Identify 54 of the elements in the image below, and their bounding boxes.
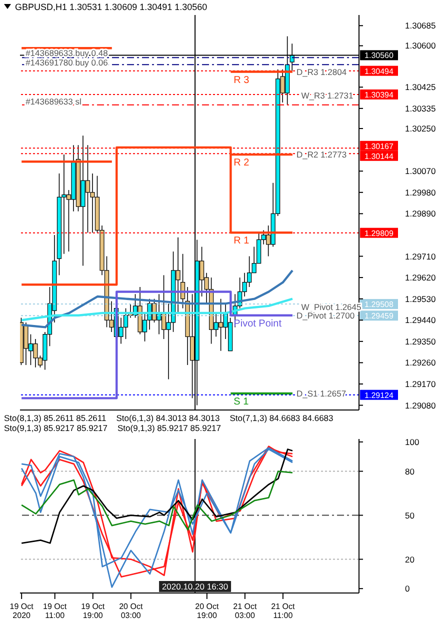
y-tick-label: 1.30600 bbox=[405, 40, 436, 51]
y-tick-label: 1.29170 bbox=[405, 378, 436, 389]
ref-line-label: 1.30494 bbox=[364, 66, 394, 76]
series-label: S 1 bbox=[234, 396, 250, 408]
x-tick-label: 21 Oct 11:00 bbox=[271, 602, 296, 620]
annotation: D_R3 1.2804 bbox=[296, 66, 347, 77]
ref-line-label: 1.29508 bbox=[364, 300, 394, 310]
text: Sto(8,1,3) 85.2611 85.2611 bbox=[4, 413, 106, 423]
y-tick-label: 0 bbox=[405, 584, 410, 594]
ref-line-label: 1.29459 bbox=[364, 312, 394, 321]
y-tick-label: 1.29260 bbox=[405, 358, 436, 368]
ref-line-label: 1.29124 bbox=[364, 390, 394, 400]
x-tick-label: 20 Oct 03:00 bbox=[119, 602, 144, 620]
y-tick-label: 1.29980 bbox=[405, 187, 436, 198]
annotation: W_R3 1.2731 bbox=[301, 90, 354, 100]
annotation: D_Pivot 1.2700 bbox=[296, 310, 355, 320]
annotation: D_R2 1.2773 bbox=[296, 150, 347, 160]
x-tick-label: 19 Oct 2020 bbox=[10, 602, 34, 620]
x-tick-label: 19 Oct 19:00 bbox=[81, 602, 106, 620]
y-tick-label: 20 bbox=[405, 554, 415, 564]
y-tick-label: 1.30250 bbox=[405, 124, 436, 134]
series-label: R 2 bbox=[234, 158, 250, 169]
y-tick-label: 1.30685 bbox=[405, 20, 436, 31]
y-tick-label: 1.29620 bbox=[405, 272, 436, 283]
annotation: D_S1 1.2657 bbox=[296, 388, 346, 398]
x-tick-label: 19 Oct 11:00 bbox=[43, 602, 68, 620]
y-tick-label: 1.29080 bbox=[405, 400, 436, 410]
y-tick-label: 1.29890 bbox=[405, 208, 436, 219]
y-tick-label: 1.30425 bbox=[405, 82, 436, 92]
ref-line-label: 1.30144 bbox=[364, 152, 394, 161]
ref-line-label: 1.30560 bbox=[364, 51, 394, 60]
text: Sto(9,1,3) 85.9217 85.9217 bbox=[4, 423, 108, 433]
ref-line-label: 1.30394 bbox=[364, 90, 394, 100]
x-tick-label: 20 Oct 19:00 bbox=[195, 602, 220, 620]
text: Sto(6,1,3) 84.3013 84.3013 bbox=[116, 413, 220, 423]
chart-title: GBPUSD,H1 1.30531 1.30609 1.30491 1.30560 bbox=[15, 2, 208, 12]
y-tick-label: 1.30070 bbox=[405, 166, 436, 176]
text: Sto(7,1,3) 84.6683 84.6683 bbox=[230, 413, 334, 423]
ref-line-label: 1.30167 bbox=[364, 142, 394, 151]
annotation: #143689633 sl bbox=[26, 96, 82, 106]
x-tick-label: 21 Oct 03:00 bbox=[233, 602, 258, 620]
y-tick-label: 80 bbox=[405, 466, 415, 476]
ref-line-label: 1.29809 bbox=[364, 228, 394, 238]
series-label: R 1 bbox=[234, 236, 250, 247]
text: Sto(9,1,3) 85.9217 85.9217 bbox=[118, 423, 221, 433]
y-tick-label: 100 bbox=[405, 436, 420, 447]
y-tick-label: 1.29710 bbox=[405, 251, 436, 262]
y-tick-label: 1.29350 bbox=[405, 336, 436, 346]
series-label: R 3 bbox=[234, 74, 250, 86]
y-tick-label: 1.29440 bbox=[405, 315, 436, 326]
y-tick-label: 1.30335 bbox=[405, 103, 436, 114]
y-tick-label: 50 bbox=[405, 510, 415, 520]
y-tick-label: 1.29530 bbox=[405, 294, 436, 304]
ref-line-label: 2020.10.20 16:30 bbox=[162, 582, 228, 592]
